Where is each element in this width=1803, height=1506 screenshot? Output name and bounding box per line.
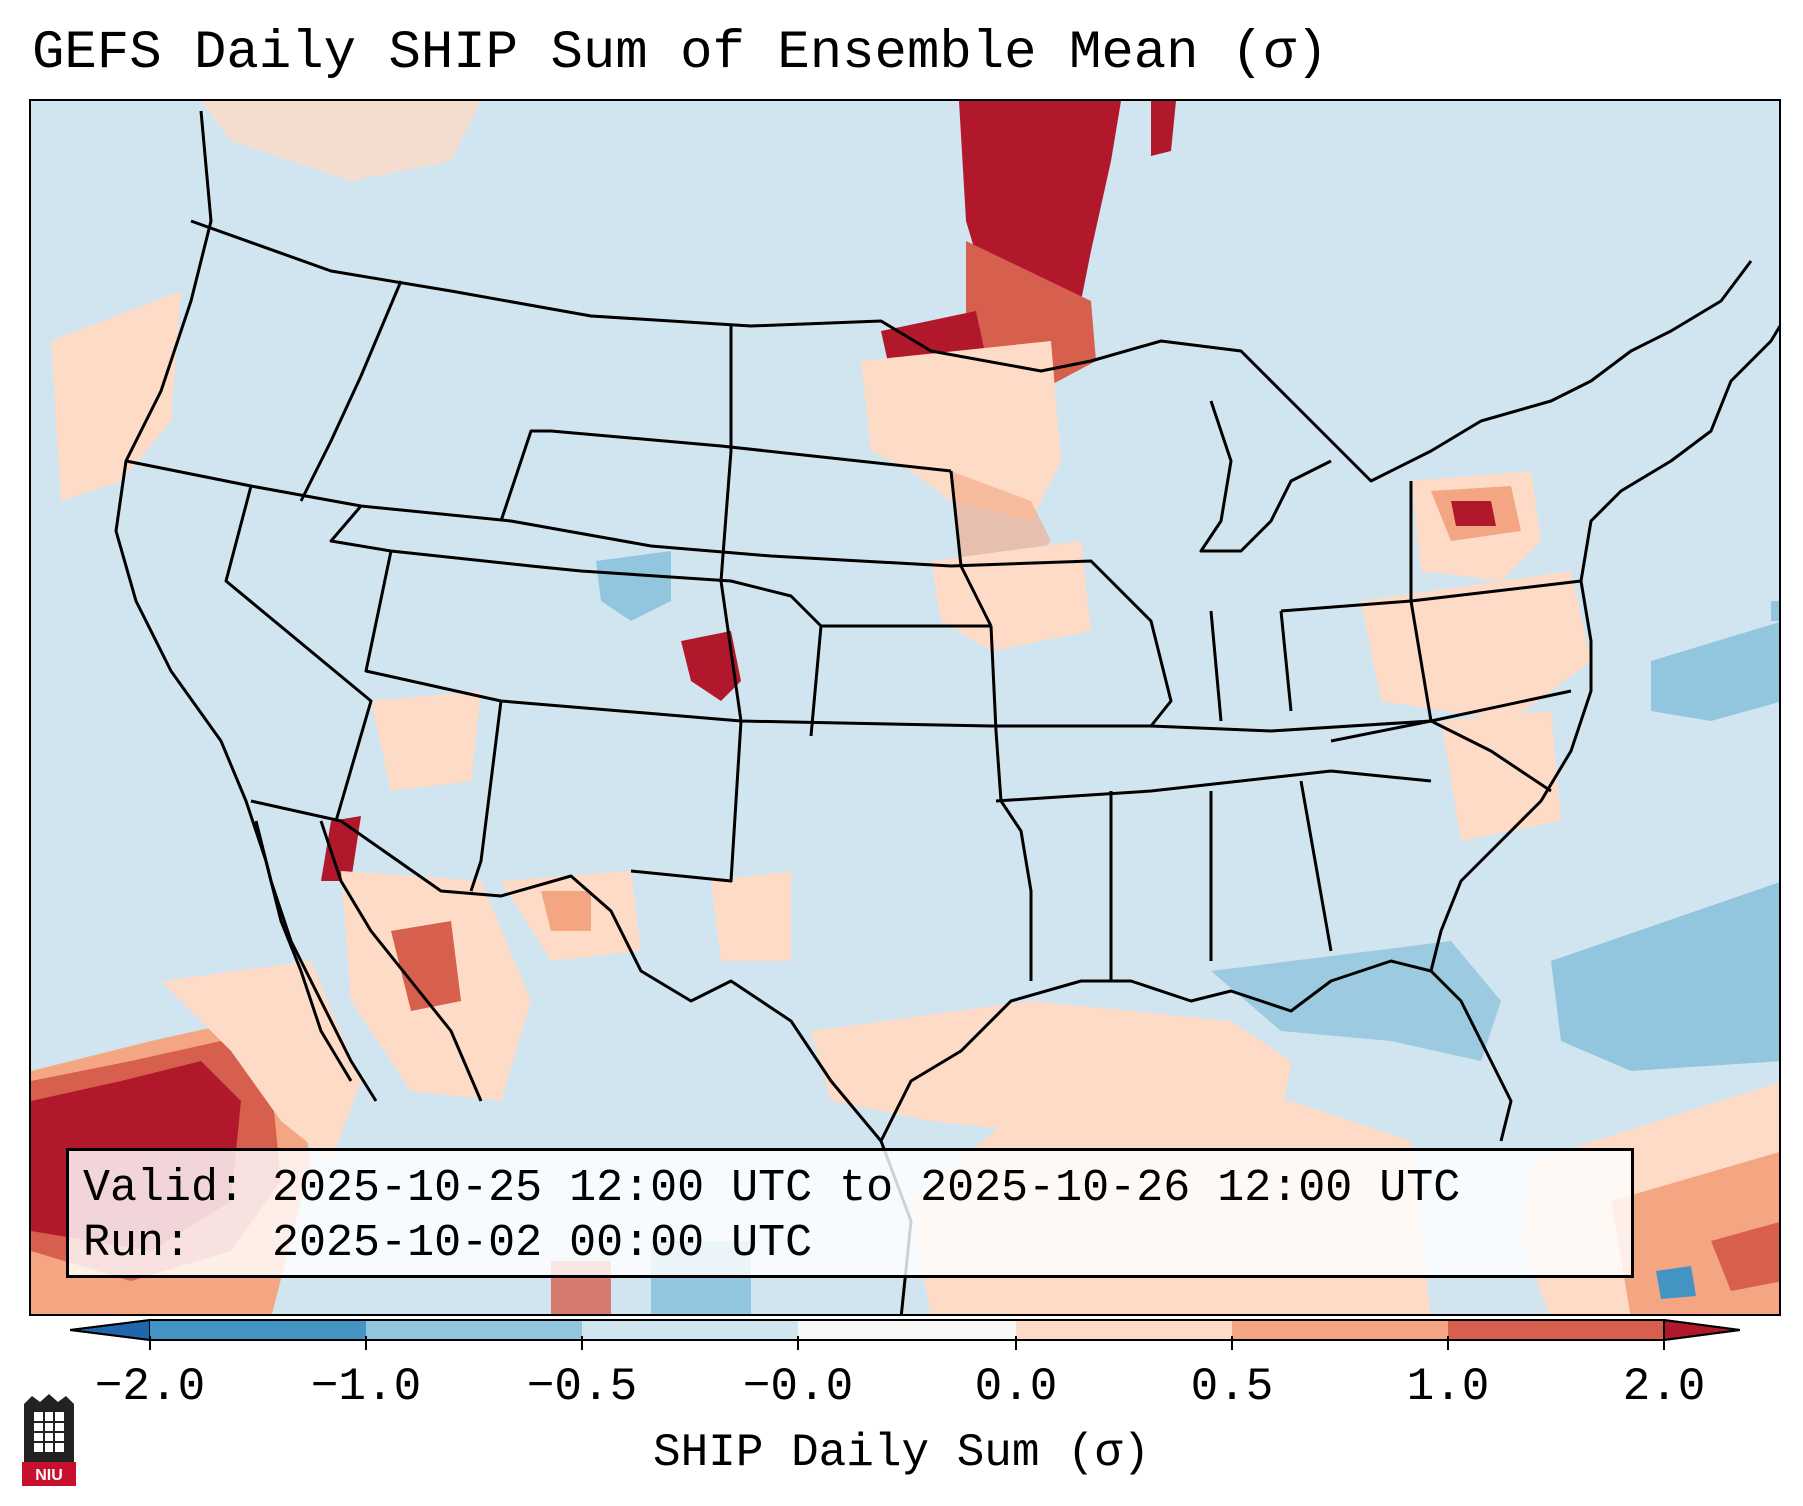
colorbar-svg (69, 1318, 1741, 1342)
colorbar-bin-3 (582, 1320, 798, 1340)
map-canvas (31, 101, 1779, 1314)
tick-label-1: 1.0 (1406, 1361, 1490, 1413)
colorbar-tick (1015, 1336, 1017, 1350)
colorbar (69, 1318, 1741, 1342)
run-row: Run: 2025-10-02 00:00 UTC (83, 1216, 1617, 1271)
colorbar-tick (1231, 1336, 1233, 1350)
tick-label-neg2: −2.0 (94, 1361, 206, 1413)
tick-label-05: 0.5 (1190, 1361, 1274, 1413)
tick-label-2: 2.0 (1622, 1361, 1706, 1413)
logo-text: NIU (35, 1467, 63, 1484)
colorbar-bin-6 (1232, 1320, 1448, 1340)
colorbar-extend-low (69, 1318, 151, 1342)
colorbar-tick (365, 1336, 367, 1350)
colorbar-label: SHIP Daily Sum (σ) (653, 1427, 1150, 1479)
tick-label-neg0: −0.0 (742, 1361, 854, 1413)
colorbar-tick (797, 1336, 799, 1350)
valid-row: Valid: 2025-10-25 12:00 UTC to 2025-10-2… (83, 1161, 1617, 1216)
colorbar-bin-7 (1448, 1320, 1664, 1340)
colorbar-bin-2 (366, 1320, 582, 1340)
run-value: 2025-10-02 00:00 UTC (272, 1218, 813, 1269)
run-label: Run: (83, 1218, 192, 1269)
valid-value: 2025-10-25 12:00 UTC to 2025-10-26 12:00… (272, 1163, 1461, 1214)
anomaly-field (31, 101, 1779, 1314)
colorbar-tick (1447, 1336, 1449, 1350)
boundaries (114, 110, 1779, 1314)
tick-label-0: 0.0 (974, 1361, 1058, 1413)
colorbar-tick (1663, 1336, 1665, 1350)
map-panel (29, 99, 1781, 1316)
valid-run-box: Valid: 2025-10-25 12:00 UTC to 2025-10-2… (66, 1148, 1634, 1278)
valid-label: Valid: (83, 1163, 246, 1214)
colorbar-tick (149, 1336, 151, 1350)
map-title: GEFS Daily SHIP Sum of Ensemble Mean (σ) (32, 23, 1329, 84)
niu-logo: NIU (20, 1392, 78, 1488)
colorbar-extend-high (1663, 1318, 1741, 1342)
colorbar-bin-5 (1016, 1320, 1232, 1340)
tick-label-neg1: −1.0 (310, 1361, 422, 1413)
niu-logo-icon: NIU (22, 1394, 76, 1486)
colorbar-bin-1 (150, 1320, 366, 1340)
colorbar-tick (581, 1336, 583, 1350)
colorbar-bin-4 (798, 1320, 1016, 1340)
tick-label-neg05: −0.5 (526, 1361, 638, 1413)
